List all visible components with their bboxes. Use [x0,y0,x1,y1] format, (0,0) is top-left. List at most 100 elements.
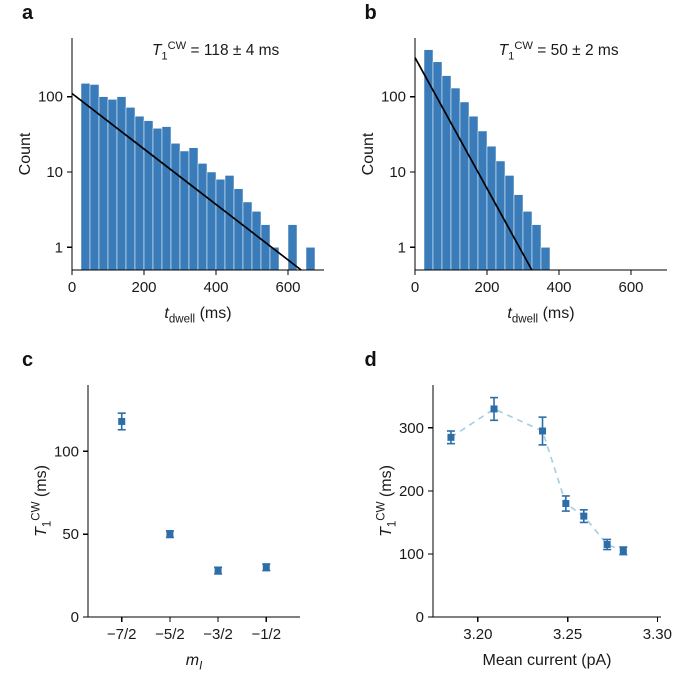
y-tick-label: 10 [389,164,406,181]
histogram-bar [477,130,487,271]
x-axis-label: tdwell (ms) [507,305,574,325]
panel-a: a 0 200 400 600 1 10 100 tdwell (ms) Count T1CW =… [0,0,342,347]
x-tick-label: 0 [68,279,76,296]
histogram-bar [125,107,136,271]
histogram-bar [540,247,550,271]
exponential-fit-line [71,92,302,271]
x-tick-label: 600 [618,279,643,296]
histogram-bar [116,96,127,271]
data-point-marker [619,547,627,555]
histogram-bar [459,101,469,271]
histogram-bar [161,126,172,271]
axes [427,385,661,622]
histogram-bar [513,194,523,271]
x-tick-label: −7/2 [107,626,137,643]
data-point-marker [603,541,611,548]
histogram-bar [242,201,253,271]
histogram-bar [224,175,235,271]
data-point-marker [538,427,546,435]
error-bars [117,412,271,575]
panel-b: b 0 200 400 600 1 10 100 tdwell (ms) Count T1CW =… [343,0,685,347]
histogram-bar [98,96,109,271]
histogram-bar [486,145,496,271]
t1-annotation: T1CW = 50 ± 2 ms [498,40,618,63]
histogram-bar [80,83,91,271]
y-axis-label: T1CW (ms) [31,465,54,537]
histogram-bar [197,163,208,271]
x-tick-label: −5/2 [155,626,185,643]
exponential-fit-line [413,57,533,271]
data-points [118,417,270,575]
t1-annotation: T1CW = 118 ± 4 ms [152,40,280,63]
x-tick-label: 400 [546,279,571,296]
histogram-bar [170,143,181,271]
data-points [446,405,627,555]
y-tick-label: 1 [397,239,405,256]
x-tick-label: 3.30 [642,626,671,643]
histogram-bar [251,211,262,271]
chart-c-t1-vs-mi: −7/2 −5/2 −3/2 −1/2 0 50 100 mI T1CW (ms) [31,385,300,672]
histogram-bar [152,128,163,271]
x-tick-label: 3.20 [463,626,492,643]
data-point-marker [446,433,454,441]
histogram-bar [134,115,145,271]
y-axis-label: Count [17,132,34,175]
chart-b-dwell-histogram: 0 200 400 600 1 10 100 tdwell (ms) Count T1CW = 5… [360,38,667,325]
x-tick-label: 600 [275,279,300,296]
connector-dashed-line [449,407,624,552]
data-point-marker [561,500,569,508]
histogram-bar [441,75,451,271]
y-axis-label: Count [360,132,377,175]
histogram-bar [305,247,316,271]
data-point-marker [262,563,270,571]
panel-c-label: c [22,349,34,371]
histogram-bar [468,115,478,271]
x-axis-label: tdwell (ms) [164,305,231,325]
chart-a-dwell-histogram: 0 200 400 600 1 10 100 tdwell (ms) Count T1CW = 1… [17,38,324,325]
x-axis-label: Mean current (pA) [482,652,611,669]
y-tick-label: 200 [398,483,423,500]
axes [83,385,300,622]
y-axis-label: T1CW (ms) [375,465,398,537]
y-tick-label: 100 [380,89,405,106]
histogram-bar [531,224,541,271]
data-point-marker [579,512,587,520]
error-bars [446,396,627,556]
histogram-bar [179,150,190,271]
histogram-bar [206,171,217,271]
y-tick-label: 0 [415,609,423,626]
histogram-bars [80,83,316,271]
data-point-marker [166,530,174,538]
panel-c: c −7/2 −5/2 −3/2 −1/2 0 50 100 mI T1CW (ms) [0,347,342,694]
data-point-marker [490,405,498,413]
axes [409,38,667,275]
y-tick-label: 0 [71,609,79,626]
histogram-bar [215,179,226,271]
data-point-marker [214,567,222,575]
x-tick-label: 400 [203,279,228,296]
x-tick-label: 200 [474,279,499,296]
histogram-bar [450,87,460,271]
panel-b-label: b [364,2,377,24]
histogram-bar [233,188,244,271]
chart-d-t1-vs-current: 3.20 3.25 3.30 0 100 200 300 Mean current (pA) T… [375,385,672,669]
histogram-bar [188,147,199,271]
panel-d-label: d [364,349,377,371]
y-tick-label: 100 [398,546,423,563]
y-tick-label: 100 [54,443,79,460]
histogram-bars [423,49,550,271]
y-tick-label: 10 [46,164,63,181]
x-axis-label: mI [186,652,203,672]
x-tick-label: 3.25 [553,626,582,643]
x-tick-label: −1/2 [251,626,281,643]
x-tick-label: 200 [131,279,156,296]
panel-a-label: a [22,2,34,24]
x-tick-label: 0 [410,279,418,296]
x-tick-label: −3/2 [203,626,233,643]
y-tick-label: 1 [55,239,63,256]
y-tick-label: 300 [398,420,423,437]
panel-d: d 3.20 3.25 3.30 0 100 200 300 Mean current (pA… [343,347,685,694]
histogram-bar [143,120,154,271]
histogram-bar [269,247,280,271]
